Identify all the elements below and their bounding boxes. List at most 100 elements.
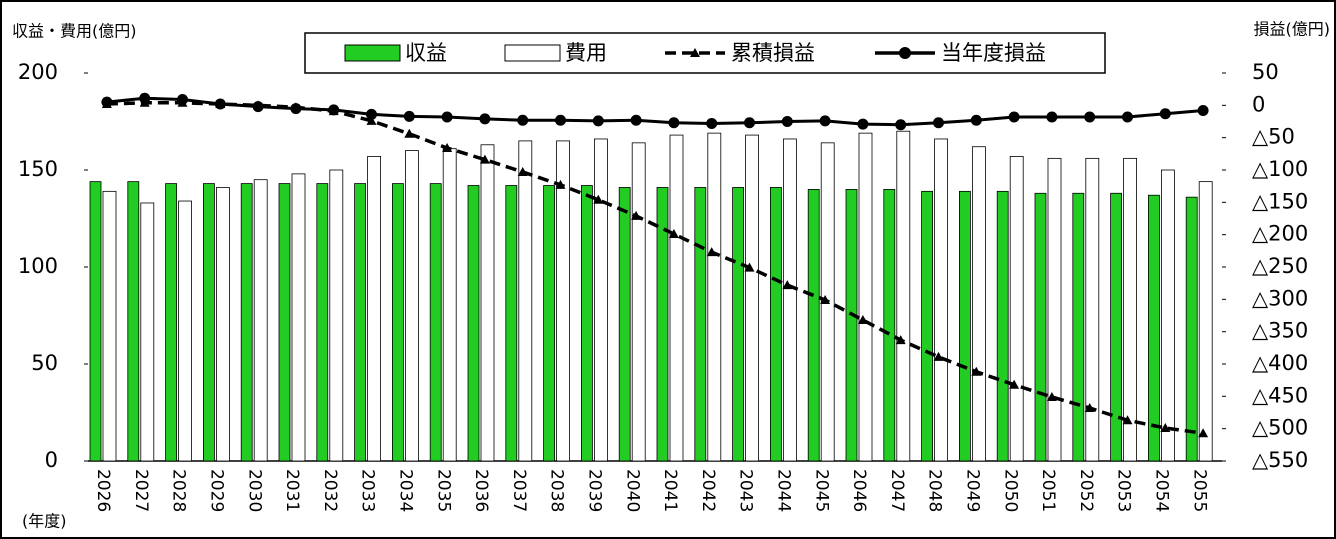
- marker: [1160, 423, 1171, 433]
- x-tick-label: 2034: [396, 469, 416, 512]
- bar: [1198, 181, 1213, 462]
- bar: [215, 187, 230, 462]
- y2-tick-label: △400: [1252, 351, 1308, 375]
- x-tick-label: 2044: [774, 469, 794, 512]
- bar: [1161, 169, 1175, 462]
- line: [106, 100, 1204, 435]
- bar: [845, 188, 858, 462]
- legend-label: 費用: [565, 41, 607, 65]
- bar: [732, 187, 744, 462]
- bar: [556, 140, 570, 462]
- marker: [404, 128, 415, 138]
- bar: [442, 148, 457, 462]
- marker: [1122, 111, 1133, 123]
- bar: [140, 202, 155, 462]
- marker: [971, 366, 982, 376]
- y2-tick-label: △250: [1252, 254, 1308, 278]
- bar: [1047, 157, 1062, 462]
- legend-swatch: [344, 44, 401, 62]
- bar: [253, 179, 268, 462]
- bar: [745, 134, 759, 462]
- marker: [403, 110, 415, 122]
- marker: [1084, 111, 1096, 123]
- x-tick-label: 2026: [93, 469, 113, 512]
- marker: [555, 114, 566, 126]
- marker: [819, 115, 831, 127]
- x-tick-label: 2041: [660, 469, 680, 512]
- marker: [1159, 108, 1171, 120]
- x-tick-label: 2029: [207, 469, 227, 512]
- marker: [668, 117, 680, 129]
- bar: [480, 144, 495, 462]
- y-tick-label: 50: [31, 351, 58, 375]
- marker: [630, 114, 642, 126]
- bar: [669, 134, 684, 462]
- legend-label: 当年度損益: [941, 41, 1046, 65]
- y2-tick-label: △100: [1252, 157, 1308, 181]
- marker: [857, 118, 869, 130]
- bar: [202, 183, 215, 462]
- marker: [252, 101, 264, 113]
- marker: [857, 315, 868, 325]
- bar: [354, 183, 367, 462]
- bar: [972, 146, 986, 462]
- bar: [505, 185, 518, 462]
- y2-axis-label: 損益(億円): [1254, 20, 1331, 39]
- x-tick-label: 2033: [358, 469, 378, 512]
- bar: [518, 140, 533, 462]
- x-tick-label: 2049: [963, 469, 983, 512]
- marker: [933, 117, 944, 129]
- marker: [744, 262, 755, 272]
- legend-marker: [899, 47, 911, 59]
- x-tick-label: 2040: [622, 469, 642, 512]
- x-tick-label: 2030: [244, 469, 264, 512]
- bar: [858, 132, 873, 462]
- marker: [290, 103, 302, 115]
- y2-tick-label: △300: [1252, 286, 1308, 310]
- bar: [1034, 192, 1047, 462]
- marker: [101, 96, 113, 108]
- x-tick-label: 2035: [433, 469, 453, 512]
- bar: [896, 130, 911, 462]
- y2-tick-label: △150: [1252, 189, 1308, 213]
- bar: [240, 183, 253, 462]
- x-tick-label: 2046: [849, 469, 869, 512]
- bar: [329, 169, 344, 462]
- marker: [139, 92, 151, 104]
- y2-tick-label: 50: [1252, 60, 1279, 84]
- x-tick-label: 2039: [585, 469, 605, 512]
- bar: [921, 190, 933, 462]
- marker: [366, 115, 377, 125]
- marker: [593, 194, 604, 204]
- x-tick-label: 2031: [282, 469, 302, 512]
- marker: [1046, 111, 1058, 123]
- x-tick-label: 2052: [1076, 469, 1096, 512]
- marker: [366, 108, 377, 120]
- bar: [618, 187, 631, 462]
- marker: [895, 335, 906, 345]
- bar: [404, 150, 419, 462]
- marker: [1009, 379, 1020, 389]
- y2-tick-label: △450: [1252, 383, 1308, 407]
- x-tick-label: 2036: [471, 469, 491, 512]
- bar: [391, 183, 404, 462]
- bar: [429, 183, 442, 462]
- x-tick-label: 2028: [169, 469, 189, 512]
- marker: [517, 114, 529, 126]
- x-tick-label: 2050: [1000, 469, 1020, 512]
- marker: [441, 111, 453, 123]
- bar: [656, 187, 669, 462]
- legend-marker: [690, 48, 700, 57]
- y-axis-label: 収益・費用(億円): [12, 22, 137, 41]
- x-tick-label: 2055: [1189, 469, 1209, 512]
- marker: [479, 113, 491, 125]
- bar: [1085, 157, 1100, 462]
- bar: [316, 183, 329, 462]
- marker: [1197, 105, 1209, 117]
- marker: [592, 115, 604, 127]
- marker: [1084, 402, 1095, 412]
- marker: [895, 119, 907, 131]
- x-tick-label: 2047: [887, 469, 907, 512]
- y2-tick-label: △500: [1252, 416, 1308, 440]
